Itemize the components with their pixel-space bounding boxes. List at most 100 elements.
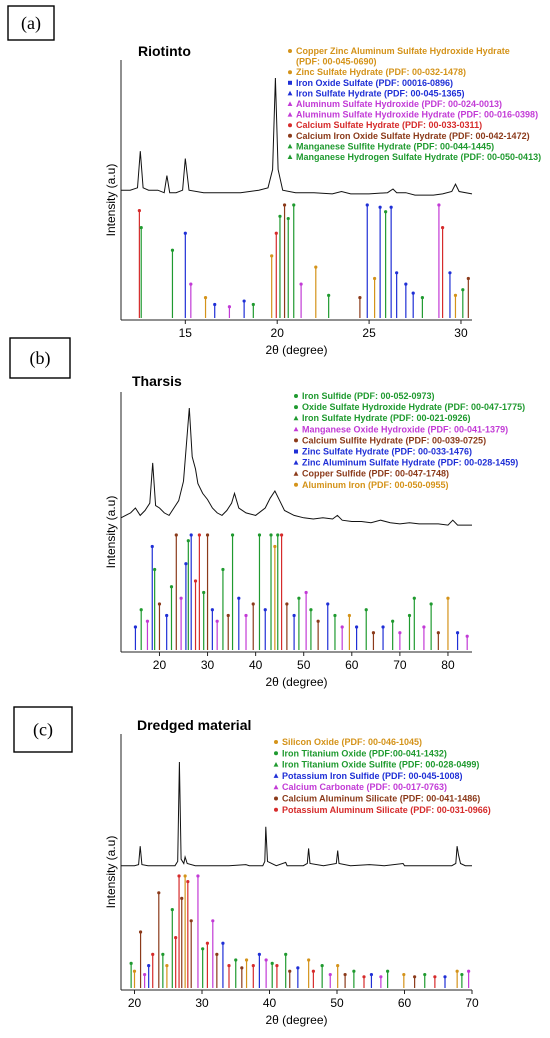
reference-line-marker [257,533,262,537]
chart-title: Dredged material [137,717,251,733]
reference-line-marker [189,282,193,286]
reference-line-marker [138,930,143,934]
reference-line-marker [151,952,155,957]
reference-line-marker [381,625,385,629]
reference-line-marker [402,972,406,977]
legend-entry: Oxide Sulfate Hydroxide Hydrate (PDF: 00… [302,402,525,412]
reference-line-marker [395,271,399,275]
legend-entry: Manganese Oxide Hydroxide (PDF: 00-041-1… [302,424,508,434]
reference-line-marker [460,972,464,977]
reference-line-marker [201,947,205,951]
reference-line-marker [227,305,232,309]
legend-marker-icon [288,80,292,85]
reference-line-marker [465,634,469,638]
reference-line-marker [296,966,300,970]
legend-entry: Calcium Iron Oxide Sulfate Hydrate (PDF:… [296,131,530,141]
legend-marker-icon [273,773,279,778]
panel-b: (b) Tharsis 20 30 40 50 60 70 80 2θ (degree) Inten… [9,337,525,689]
reference-line-marker [422,625,426,629]
y-axis-label: Intensity (a.u) [104,164,118,237]
reference-line-marker [226,613,230,618]
legend-marker-icon [287,143,293,149]
reference-line-marker [328,972,332,977]
reference-line-marker [443,975,447,979]
reference-line-marker [314,265,318,269]
reference-line-marker [234,958,238,962]
legend-entry: Potassium Aluminum Silicate (PDF: 00-031… [282,805,491,815]
reference-line-marker [139,608,143,612]
legend-marker-icon [294,449,298,454]
legend: Iron Sulfide (PDF: 00-052-0973)Oxide Sul… [293,391,525,490]
legend-marker-icon [293,460,299,465]
legend-marker-icon [294,394,298,398]
legend-entry: Copper Sulfide (PDF: 00-047-1748) [302,469,449,479]
legend-marker-icon [288,123,292,128]
reference-line-marker [304,590,308,595]
legend: Silicon Oxide (PDF: 00-046-1045)Iron Tit… [273,737,491,815]
reference-line-marker [389,205,393,209]
reference-line-marker [189,533,193,537]
reference-line-marker [276,533,280,537]
reference-line-marker [327,293,331,297]
legend-entry: Silicon Oxide (PDF: 00-046-1045) [282,737,422,747]
reference-line-marker [384,210,388,214]
chart-title: Riotinto [138,43,191,59]
legend: Copper Zinc Aluminum Sulfate Hydroxide H… [287,46,541,162]
reference-line-marker [440,226,445,230]
reference-line-marker [240,966,244,970]
reference-line-marker [177,874,181,878]
legend-entry: Iron Sulfate Hydrate (PDF: 00-045-1365) [296,88,465,98]
reference-line-marker [275,964,279,968]
legend-marker-icon [293,426,299,432]
legend-marker-icon [294,482,298,487]
reference-line-marker [365,203,369,207]
x-tick-label: 15 [179,326,193,340]
reference-line-marker [340,625,344,629]
x-tick-label: 70 [393,658,407,672]
panel-label: (c) [33,720,53,741]
panel-label: (b) [30,348,51,369]
reference-line-marker [137,209,141,213]
reference-line-marker [420,296,424,300]
reference-line-marker [174,936,178,940]
reference-line-marker [183,231,187,235]
reference-line-marker [437,203,441,207]
y-axis-label: Intensity (a.u) [104,836,118,909]
x-tick-label: 60 [345,658,359,672]
reference-line-marker [157,891,161,895]
legend-entry: Calcium Sulfate Hydrate (PDF: 00-033-031… [296,120,482,130]
legend-entry: Iron Titanium Oxide (PDF:00-041-1432) [282,748,447,758]
reference-line-marker [307,958,311,962]
reference-line-marker [150,544,154,549]
legend-entry-line: (PDF: 00-045-0690) [296,57,377,67]
reference-line-marker [244,613,248,618]
reference-line-marker [227,964,231,968]
diffraction-pattern-line [120,407,472,526]
legend-marker-icon [274,796,278,801]
reference-line-marker [404,282,408,286]
reference-line-marker [230,533,235,537]
legend-marker-icon [287,90,293,96]
reference-line-marker [237,596,241,600]
legend-marker-icon [288,133,292,138]
x-tick-label: 20 [128,996,142,1010]
reference-line-marker [170,908,174,912]
legend-entry: Aluminum Sulfate Hydroxide Hydrate (PDF:… [296,110,538,120]
reference-line-marker [145,619,150,623]
reference-line-marker [196,874,200,878]
legend-marker-icon [287,154,293,159]
reference-line-marker [284,952,288,957]
reference-line-marker [423,972,427,977]
legend-entry: Aluminum Sulfate Hydroxide (PDF: 00-024-… [296,99,502,109]
reference-line-marker [197,533,201,537]
reference-line-marker [133,625,138,629]
reference-line-marker [251,602,255,606]
reference-line-marker [320,964,324,968]
reference-line-marker [203,296,208,300]
reference-line-marker [433,975,437,979]
reference-line-marker [391,619,395,623]
reference-lines [137,203,470,318]
reference-line-marker [309,608,313,612]
reference-line-marker [157,602,162,606]
